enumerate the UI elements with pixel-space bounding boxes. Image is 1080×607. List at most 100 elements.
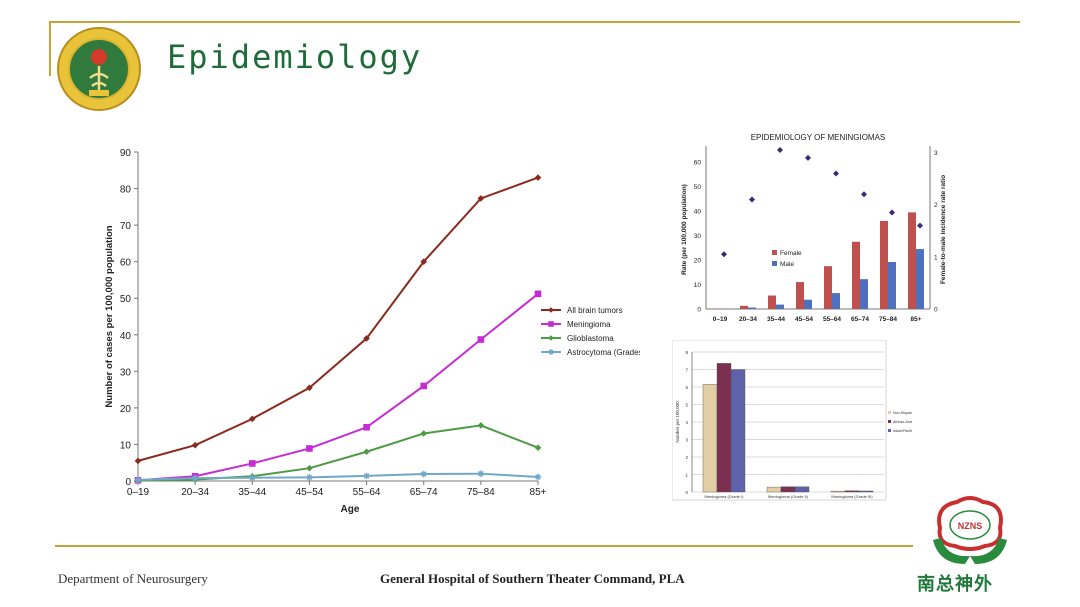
y-axis-title: Number of cases per 100,000 population <box>104 225 115 407</box>
series-astrocytoma-grades-ii-iii <box>134 470 542 484</box>
x-tick-label: Meningioma (Grade I) <box>705 494 745 499</box>
chart-title: EPIDEMIOLOGY OF MENINGIOMAS <box>751 133 886 142</box>
y-tick-label: 2 <box>685 455 688 460</box>
legend-marker <box>548 307 554 313</box>
x-tick-label: Meningioma (Grade III) <box>831 494 873 499</box>
legend-label: All brain tumors <box>567 306 623 315</box>
bar-female <box>852 241 860 309</box>
ratio-point <box>861 191 867 198</box>
y-tick-label: 8 <box>685 350 688 355</box>
footer-hospital: General Hospital of Southern Theater Com… <box>380 571 685 586</box>
bar <box>780 486 796 493</box>
meningioma-grade-bar-chart: 0 1 2 3 4 5 6 7 8 Number per 100,000 Meningioma (G… <box>672 340 912 501</box>
y-tick-label: 50 <box>120 294 132 305</box>
series-all-brain-tumors <box>134 174 542 465</box>
bar-male <box>804 299 812 309</box>
y-tick-label: 4 <box>685 420 688 425</box>
ratio-point <box>721 251 727 258</box>
bar <box>716 363 732 493</box>
bar-female <box>740 305 748 309</box>
legend-label: Non-Hispanic white <box>893 411 912 415</box>
x-tick-label: 20–34 <box>739 316 757 323</box>
x-tick-label: 75–84 <box>879 316 897 323</box>
y-tick-label: 60 <box>694 160 702 167</box>
data-point <box>420 430 428 437</box>
data-point <box>420 382 428 390</box>
left-rule <box>49 21 51 76</box>
data-point <box>134 457 142 465</box>
svg-text:NZNS: NZNS <box>958 521 983 531</box>
y-tick-label: 5 <box>685 403 688 408</box>
y2-axis-title: Female-to-male incidence rate ratio <box>940 175 947 284</box>
legend-label: African-American <box>893 420 912 424</box>
legend-swatch <box>888 429 891 432</box>
x-tick-label: 35–44 <box>238 487 266 498</box>
logo-text: 南总神外 <box>917 574 993 595</box>
y-tick-label: 0 <box>685 490 688 495</box>
meningioma-rate-bar-chart: EPIDEMIOLOGY OF MENINGIOMAS0102030405060… <box>681 133 947 323</box>
x-tick-label: 35–44 <box>767 316 785 323</box>
y-tick-label: 30 <box>694 233 702 240</box>
bar <box>794 486 810 493</box>
legend-marker <box>548 321 554 327</box>
data-point <box>191 474 199 482</box>
bar-male <box>748 307 756 309</box>
series-line <box>137 472 539 481</box>
y-tick-label: 6 <box>685 385 688 390</box>
data-point <box>191 441 199 449</box>
y-tick-label: 40 <box>120 331 132 342</box>
nzns-brain-logo-icon: NZNS <box>933 496 1007 564</box>
x-tick-label: 85+ <box>530 487 547 498</box>
data-point <box>420 470 428 478</box>
y-tick-label: 70 <box>120 221 132 232</box>
data-point <box>306 474 313 481</box>
x-tick-label: 85+ <box>910 316 921 323</box>
x-axis-title: Age <box>341 504 360 515</box>
bar-female <box>796 282 804 309</box>
x-tick-label: 55–64 <box>823 316 841 323</box>
y-tick-label: 90 <box>120 148 132 159</box>
data-point <box>306 384 313 392</box>
bottom-rule <box>55 545 913 547</box>
series-line <box>137 424 539 482</box>
legend-label: Female <box>780 250 802 257</box>
data-point <box>477 470 485 477</box>
ratio-point <box>833 170 839 177</box>
y2-tick-label: 3 <box>934 150 938 157</box>
bar-male <box>776 304 784 309</box>
series-line <box>137 293 539 482</box>
bar-male <box>832 293 840 309</box>
y-tick-label: 20 <box>694 258 702 265</box>
legend-swatch <box>772 261 777 266</box>
data-point <box>534 444 542 452</box>
bar <box>702 384 718 493</box>
y2-tick-label: 1 <box>934 254 938 261</box>
y-tick-label: 60 <box>120 258 132 269</box>
y-axis-title: Rate (per 100,000 population) <box>681 184 688 275</box>
y-tick-label: 0 <box>125 477 131 488</box>
bar-female <box>880 220 888 309</box>
legend-swatch <box>888 411 891 414</box>
x-tick-label: 20–34 <box>181 487 209 498</box>
series-line <box>137 176 539 462</box>
ratio-point <box>917 222 923 229</box>
bar <box>730 369 746 493</box>
bar-male <box>888 262 896 309</box>
y-axis-title: Number per 100,000 <box>675 401 680 443</box>
ratio-point <box>889 209 895 216</box>
y-tick-label: 1 <box>685 473 688 478</box>
data-point <box>534 290 542 298</box>
series-meningioma <box>134 290 542 484</box>
legend-label: Astrocytoma (Grades II–III <box>567 348 640 357</box>
legend-swatch <box>772 250 777 255</box>
data-point <box>248 460 256 467</box>
data-point <box>534 174 542 181</box>
y-tick-label: 30 <box>120 367 132 378</box>
bar-female <box>824 266 832 309</box>
bar <box>844 490 860 493</box>
legend-label: Glioblastoma <box>567 334 614 343</box>
ratio-point <box>777 147 783 153</box>
age-incidence-line-chart: 0 10 20 30 40 50 60 70 80 90 0–19 20–34 35–44 45–54 55… <box>104 148 640 515</box>
data-point <box>306 445 313 452</box>
ratio-point <box>805 154 811 161</box>
